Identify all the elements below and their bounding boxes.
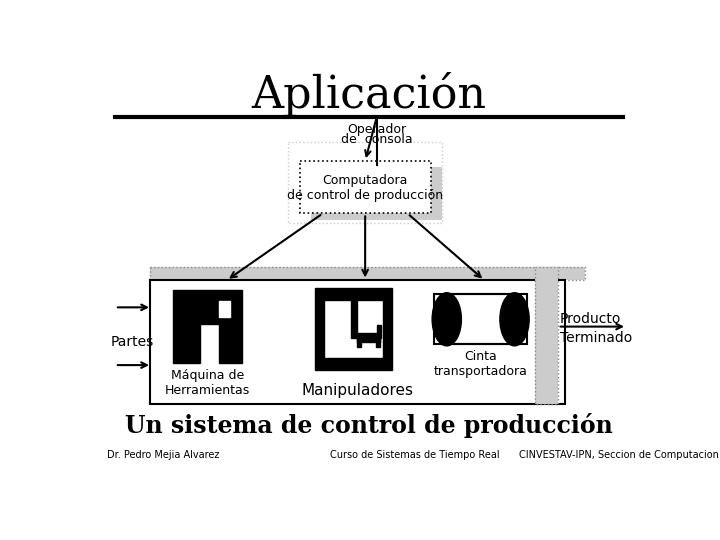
Bar [534,267,558,403]
Bar [288,142,442,222]
Text: Cinta
transportadora: Cinta transportadora [433,350,528,379]
Text: Dr. Pedro Mejia Alvarez: Dr. Pedro Mejia Alvarez [107,450,220,460]
Bar [376,338,379,347]
Text: Aplicación: Aplicación [251,72,487,117]
Bar [315,300,324,358]
Polygon shape [173,289,242,363]
Bar [315,288,392,300]
Bar [534,267,558,403]
Ellipse shape [500,293,529,346]
Bar [434,294,527,345]
Text: CINVESTAV-IPN, Seccion de Computacion 12: CINVESTAV-IPN, Seccion de Computacion 12 [519,450,720,460]
Text: Computadora
de control de producción: Computadora de control de producción [287,174,444,202]
Text: Manipuladores: Manipuladores [302,383,413,398]
Ellipse shape [432,293,462,346]
Bar [383,300,392,358]
Text: Terminado: Terminado [560,331,632,345]
Bar [150,267,585,280]
Text: Partes: Partes [111,335,154,349]
Text: de  consola: de consola [341,133,413,146]
Bar [315,358,392,370]
Bar [356,338,379,342]
Bar [351,333,379,338]
Text: Producto: Producto [560,312,621,326]
Bar [377,325,382,338]
Bar [351,300,356,333]
Bar [356,338,361,347]
Bar [150,280,565,403]
Bar [311,167,442,220]
Polygon shape [219,301,230,316]
Text: Curso de Sistemas de Tiempo Real: Curso de Sistemas de Tiempo Real [330,450,500,460]
Text: Un sistema de control de producción: Un sistema de control de producción [125,413,613,438]
Text: Máquina de
Herramientas: Máquina de Herramientas [165,369,250,397]
Bar [150,267,585,280]
Bar [300,161,431,213]
Text: Operador: Operador [347,123,406,136]
